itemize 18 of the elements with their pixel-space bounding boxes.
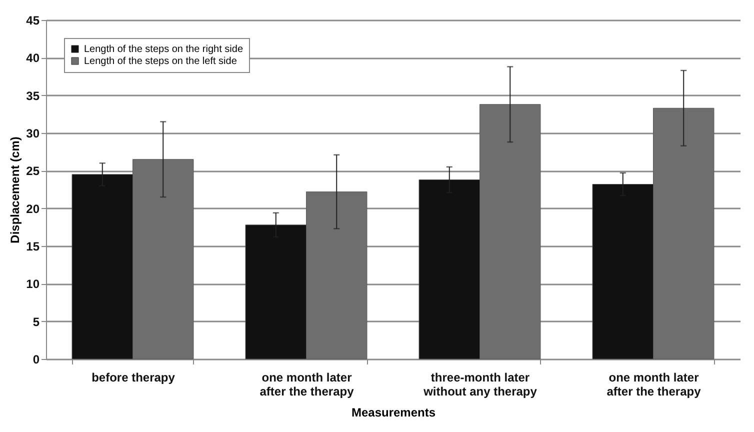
y-tick-label: 15	[26, 240, 40, 254]
y-tick-label: 40	[26, 51, 40, 66]
legend-label: Length of the steps on the right side	[84, 44, 244, 55]
y-tick-label: 45	[26, 14, 40, 28]
y-axis-title: Displacement (cm)	[8, 136, 22, 244]
x-tick-label: one month later after the therapy	[260, 370, 354, 398]
x-tick-label: one month later after the therapy	[606, 370, 702, 398]
y-tick-label: 5	[32, 314, 40, 329]
legend-label: Length of the steps on the left side	[84, 56, 238, 67]
y-tick-label: 0	[32, 352, 40, 366]
x-axis-title: Measurements	[351, 406, 436, 420]
y-tick-label: 20	[26, 202, 40, 216]
x-tick-label: before therapy	[92, 370, 176, 384]
y-tick-label: 35	[26, 88, 40, 103]
x-tick-label: three-month later without any therapy	[422, 370, 538, 398]
y-tick-label: 30	[26, 126, 40, 140]
y-tick-label: 25	[26, 164, 40, 178]
y-tick-label: 10	[26, 277, 40, 292]
